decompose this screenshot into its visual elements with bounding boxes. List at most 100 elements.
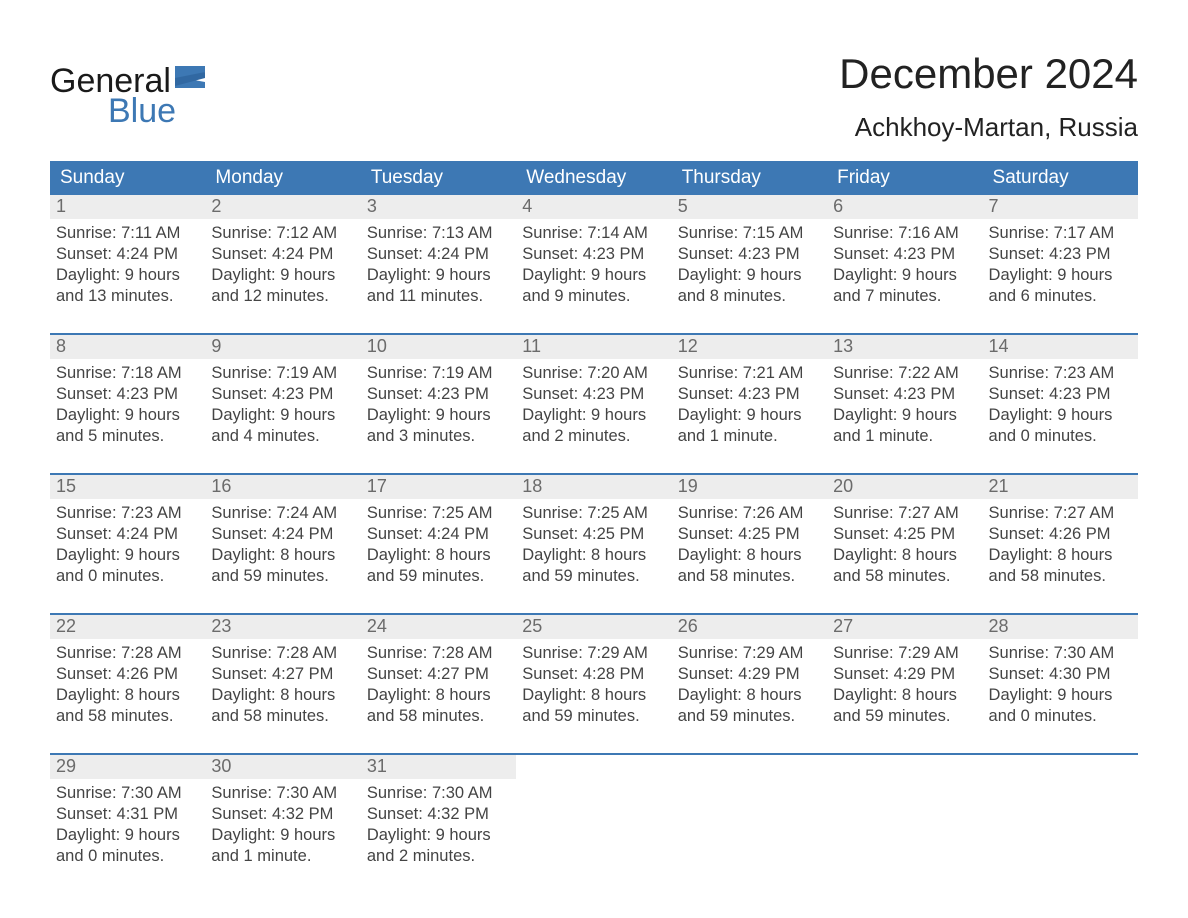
daylight-line-2: and 11 minutes. bbox=[367, 286, 510, 307]
sunrise-line: Sunrise: 7:29 AM bbox=[678, 643, 821, 664]
calendar-day-cell: 19Sunrise: 7:26 AMSunset: 4:25 PMDayligh… bbox=[672, 475, 827, 603]
calendar-day-cell: 9Sunrise: 7:19 AMSunset: 4:23 PMDaylight… bbox=[205, 335, 360, 463]
daylight-line-2: and 58 minutes. bbox=[367, 706, 510, 727]
location-label: Achkhoy-Martan, Russia bbox=[839, 112, 1138, 143]
day-details: Sunrise: 7:22 AMSunset: 4:23 PMDaylight:… bbox=[827, 359, 982, 447]
day-details: Sunrise: 7:18 AMSunset: 4:23 PMDaylight:… bbox=[50, 359, 205, 447]
calendar-week-row: 1Sunrise: 7:11 AMSunset: 4:24 PMDaylight… bbox=[50, 195, 1138, 323]
day-details: Sunrise: 7:19 AMSunset: 4:23 PMDaylight:… bbox=[205, 359, 360, 447]
daylight-line-1: Daylight: 9 hours bbox=[56, 545, 199, 566]
daylight-line-2: and 58 minutes. bbox=[989, 566, 1132, 587]
sunset-line: Sunset: 4:26 PM bbox=[56, 664, 199, 685]
sunrise-line: Sunrise: 7:26 AM bbox=[678, 503, 821, 524]
day-details: Sunrise: 7:25 AMSunset: 4:25 PMDaylight:… bbox=[516, 499, 671, 587]
sunrise-line: Sunrise: 7:25 AM bbox=[367, 503, 510, 524]
day-number: 21 bbox=[983, 475, 1138, 499]
sunrise-line: Sunrise: 7:22 AM bbox=[833, 363, 976, 384]
daylight-line-1: Daylight: 9 hours bbox=[211, 825, 354, 846]
sunset-line: Sunset: 4:24 PM bbox=[56, 524, 199, 545]
day-details: Sunrise: 7:30 AMSunset: 4:31 PMDaylight:… bbox=[50, 779, 205, 867]
sunrise-line: Sunrise: 7:14 AM bbox=[522, 223, 665, 244]
month-title: December 2024 bbox=[839, 50, 1138, 98]
day-number: 12 bbox=[672, 335, 827, 359]
daylight-line-1: Daylight: 9 hours bbox=[989, 265, 1132, 286]
empty-day-cell bbox=[516, 755, 671, 883]
sunrise-line: Sunrise: 7:18 AM bbox=[56, 363, 199, 384]
sunset-line: Sunset: 4:23 PM bbox=[989, 384, 1132, 405]
calendar-day-cell: 4Sunrise: 7:14 AMSunset: 4:23 PMDaylight… bbox=[516, 195, 671, 323]
sunrise-line: Sunrise: 7:21 AM bbox=[678, 363, 821, 384]
daylight-line-1: Daylight: 9 hours bbox=[56, 265, 199, 286]
daylight-line-1: Daylight: 8 hours bbox=[522, 545, 665, 566]
sunset-line: Sunset: 4:26 PM bbox=[989, 524, 1132, 545]
day-details: Sunrise: 7:28 AMSunset: 4:27 PMDaylight:… bbox=[205, 639, 360, 727]
sunrise-line: Sunrise: 7:12 AM bbox=[211, 223, 354, 244]
sunrise-line: Sunrise: 7:30 AM bbox=[367, 783, 510, 804]
daylight-line-2: and 3 minutes. bbox=[367, 426, 510, 447]
sunset-line: Sunset: 4:24 PM bbox=[367, 244, 510, 265]
calendar-day-cell: 22Sunrise: 7:28 AMSunset: 4:26 PMDayligh… bbox=[50, 615, 205, 743]
day-number: 4 bbox=[516, 195, 671, 219]
day-number: 20 bbox=[827, 475, 982, 499]
day-number: 9 bbox=[205, 335, 360, 359]
day-number: 7 bbox=[983, 195, 1138, 219]
sunset-line: Sunset: 4:23 PM bbox=[678, 244, 821, 265]
calendar-day-cell: 15Sunrise: 7:23 AMSunset: 4:24 PMDayligh… bbox=[50, 475, 205, 603]
daylight-line-1: Daylight: 8 hours bbox=[367, 685, 510, 706]
daylight-line-1: Daylight: 9 hours bbox=[522, 405, 665, 426]
daylight-line-1: Daylight: 9 hours bbox=[367, 265, 510, 286]
daylight-line-2: and 0 minutes. bbox=[56, 566, 199, 587]
empty-day-cell bbox=[827, 755, 982, 883]
calendar-day-cell: 6Sunrise: 7:16 AMSunset: 4:23 PMDaylight… bbox=[827, 195, 982, 323]
sunset-line: Sunset: 4:28 PM bbox=[522, 664, 665, 685]
day-number: 25 bbox=[516, 615, 671, 639]
day-details: Sunrise: 7:23 AMSunset: 4:24 PMDaylight:… bbox=[50, 499, 205, 587]
daylight-line-2: and 8 minutes. bbox=[678, 286, 821, 307]
daylight-line-1: Daylight: 9 hours bbox=[56, 825, 199, 846]
day-details: Sunrise: 7:30 AMSunset: 4:32 PMDaylight:… bbox=[361, 779, 516, 867]
calendar-day-cell: 5Sunrise: 7:15 AMSunset: 4:23 PMDaylight… bbox=[672, 195, 827, 323]
calendar-week-row: 8Sunrise: 7:18 AMSunset: 4:23 PMDaylight… bbox=[50, 333, 1138, 463]
day-number: 23 bbox=[205, 615, 360, 639]
day-details: Sunrise: 7:28 AMSunset: 4:26 PMDaylight:… bbox=[50, 639, 205, 727]
daylight-line-1: Daylight: 8 hours bbox=[678, 545, 821, 566]
dow-header-cell: Sunday bbox=[50, 161, 205, 195]
day-of-week-header-row: SundayMondayTuesdayWednesdayThursdayFrid… bbox=[50, 161, 1138, 195]
dow-header-cell: Friday bbox=[827, 161, 982, 195]
day-number: 30 bbox=[205, 755, 360, 779]
calendar-day-cell: 2Sunrise: 7:12 AMSunset: 4:24 PMDaylight… bbox=[205, 195, 360, 323]
sunset-line: Sunset: 4:31 PM bbox=[56, 804, 199, 825]
calendar-day-cell: 21Sunrise: 7:27 AMSunset: 4:26 PMDayligh… bbox=[983, 475, 1138, 603]
sunset-line: Sunset: 4:29 PM bbox=[833, 664, 976, 685]
day-details: Sunrise: 7:11 AMSunset: 4:24 PMDaylight:… bbox=[50, 219, 205, 307]
sunset-line: Sunset: 4:23 PM bbox=[211, 384, 354, 405]
day-details: Sunrise: 7:26 AMSunset: 4:25 PMDaylight:… bbox=[672, 499, 827, 587]
sunrise-line: Sunrise: 7:19 AM bbox=[367, 363, 510, 384]
sunset-line: Sunset: 4:27 PM bbox=[367, 664, 510, 685]
sunrise-line: Sunrise: 7:16 AM bbox=[833, 223, 976, 244]
sunset-line: Sunset: 4:27 PM bbox=[211, 664, 354, 685]
sunrise-line: Sunrise: 7:27 AM bbox=[833, 503, 976, 524]
day-details: Sunrise: 7:16 AMSunset: 4:23 PMDaylight:… bbox=[827, 219, 982, 307]
daylight-line-1: Daylight: 9 hours bbox=[367, 825, 510, 846]
sunset-line: Sunset: 4:23 PM bbox=[367, 384, 510, 405]
day-details: Sunrise: 7:25 AMSunset: 4:24 PMDaylight:… bbox=[361, 499, 516, 587]
day-number: 26 bbox=[672, 615, 827, 639]
dow-header-cell: Wednesday bbox=[516, 161, 671, 195]
daylight-line-2: and 59 minutes. bbox=[522, 706, 665, 727]
day-number: 15 bbox=[50, 475, 205, 499]
daylight-line-1: Daylight: 9 hours bbox=[56, 405, 199, 426]
day-details: Sunrise: 7:12 AMSunset: 4:24 PMDaylight:… bbox=[205, 219, 360, 307]
dow-header-cell: Thursday bbox=[672, 161, 827, 195]
sunrise-line: Sunrise: 7:29 AM bbox=[833, 643, 976, 664]
sunset-line: Sunset: 4:29 PM bbox=[678, 664, 821, 685]
daylight-line-1: Daylight: 8 hours bbox=[522, 685, 665, 706]
sunrise-line: Sunrise: 7:19 AM bbox=[211, 363, 354, 384]
day-number: 24 bbox=[361, 615, 516, 639]
calendar-day-cell: 28Sunrise: 7:30 AMSunset: 4:30 PMDayligh… bbox=[983, 615, 1138, 743]
calendar-day-cell: 20Sunrise: 7:27 AMSunset: 4:25 PMDayligh… bbox=[827, 475, 982, 603]
logo-flag-icon bbox=[175, 60, 205, 94]
day-details: Sunrise: 7:23 AMSunset: 4:23 PMDaylight:… bbox=[983, 359, 1138, 447]
sunset-line: Sunset: 4:32 PM bbox=[211, 804, 354, 825]
day-details: Sunrise: 7:29 AMSunset: 4:28 PMDaylight:… bbox=[516, 639, 671, 727]
